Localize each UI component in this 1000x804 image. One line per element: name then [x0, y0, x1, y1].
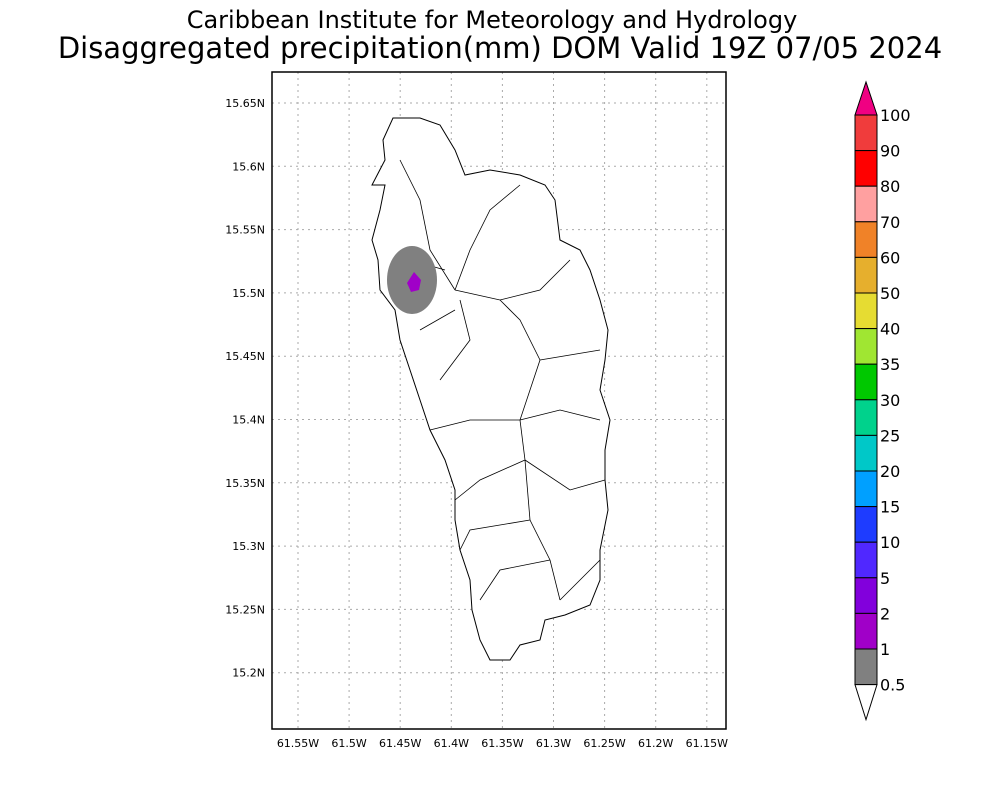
lat-tick-labels: 15.65N 15.6N 15.55N 15.5N 15.45N 15.4N 15.35N 1… — [225, 97, 265, 680]
colorbar-segment — [854, 506, 878, 543]
colorbar-segment — [854, 434, 878, 472]
colorbar-segment — [854, 292, 878, 330]
lat-tick-label: 15.35N — [225, 477, 265, 490]
lon-tick-label: 61.4W — [434, 737, 469, 750]
colorbar-label: 10 — [880, 533, 900, 552]
colorbar-label: 80 — [880, 177, 900, 196]
colorbar: 100 90 80 70 60 50 40 35 30 25 20 15 10 5 2 1 0.5 — [854, 80, 911, 722]
lon-tick-label: 61.15W — [686, 737, 728, 750]
colorbar-label: 15 — [880, 498, 900, 517]
colorbar-label: 90 — [880, 142, 900, 161]
colorbar-label: 2 — [880, 604, 890, 623]
island-dominica — [371, 117, 611, 661]
colorbar-label: 5 — [880, 569, 890, 588]
lat-tick-label: 15.3N — [232, 540, 265, 553]
lat-tick-label: 15.5N — [232, 287, 265, 300]
colorbar-top-arrow — [854, 80, 878, 116]
lon-tick-label: 61.3W — [536, 737, 571, 750]
title-line-1: Caribbean Institute for Meteorology and … — [187, 6, 798, 34]
colorbar-label: 25 — [880, 426, 900, 445]
title-line-2: Disaggregated precipitation(mm) DOM Vali… — [58, 31, 942, 65]
colorbar-segment — [854, 150, 878, 187]
lat-tick-label: 15.4N — [232, 414, 265, 427]
map-frame — [271, 71, 727, 730]
lat-tick-label: 15.55N — [225, 224, 265, 237]
lon-tick-label: 61.45W — [379, 737, 421, 750]
colorbar-segment — [854, 114, 878, 152]
colorbar-bottom-arrow — [854, 684, 878, 722]
colorbar-label: 40 — [880, 320, 900, 339]
lon-tick-label: 61.55W — [277, 737, 319, 750]
lat-tick-label: 15.45N — [225, 350, 265, 363]
colorbar-label: 60 — [880, 248, 900, 267]
lat-tick-label: 15.25N — [225, 603, 265, 616]
precip-area-1-2 — [407, 272, 421, 292]
colorbar-label: 1 — [880, 640, 890, 659]
island-outline — [371, 117, 611, 661]
colorbar-segment — [854, 221, 878, 258]
colorbar-label: 50 — [880, 284, 900, 303]
colorbar-segment — [854, 541, 878, 579]
lon-tick-label: 61.35W — [481, 737, 523, 750]
colorbar-segment — [854, 399, 878, 436]
colorbar-segment — [854, 363, 878, 401]
colorbar-label: 70 — [880, 213, 900, 232]
colorbar-label: 100 — [880, 106, 911, 125]
colorbar-label: 35 — [880, 355, 900, 374]
colorbar-segment — [854, 648, 878, 686]
lon-tick-label: 61.2W — [638, 737, 673, 750]
lat-tick-label: 15.65N — [225, 97, 265, 110]
colorbar-label: 30 — [880, 391, 900, 410]
lon-tick-labels: 61.55W 61.5W 61.45W 61.4W 61.35W 61.3W 61.25W 6… — [277, 737, 728, 750]
colorbar-segment — [854, 185, 878, 223]
colorbar-label: 20 — [880, 462, 900, 481]
watershed-boundaries — [399, 159, 606, 601]
colorbar-label: 0.5 — [880, 676, 905, 695]
colorbar-segment — [854, 612, 878, 650]
colorbar-segment — [854, 328, 878, 365]
lat-tick-label: 15.6N — [232, 160, 265, 173]
lon-tick-label: 61.5W — [331, 737, 366, 750]
lon-tick-label: 61.25W — [583, 737, 625, 750]
colorbar-segment — [854, 256, 878, 294]
colorbar-segment — [854, 577, 878, 614]
colorbar-segment — [854, 470, 878, 508]
lat-tick-label: 15.2N — [232, 667, 265, 680]
